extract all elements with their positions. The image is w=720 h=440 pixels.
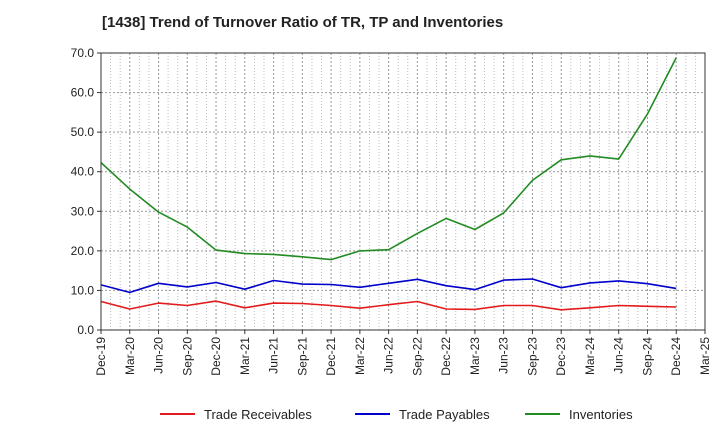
x-tick-label: Sep-24: [640, 337, 654, 376]
x-tick-label: Jun-24: [612, 337, 626, 374]
x-tick-label: Jun-20: [152, 337, 166, 374]
legend-label: Trade Payables: [399, 407, 490, 422]
x-tick-label: Jun-23: [497, 337, 511, 374]
series-lines: [100, 57, 677, 311]
x-tick-label: Mar-24: [583, 337, 597, 375]
chart-title: [1438] Trend of Turnover Ratio of TR, TP…: [102, 14, 504, 31]
y-tick-label: 70.0: [71, 46, 95, 60]
y-tick-label: 0.0: [77, 323, 94, 337]
y-tick-label: 20.0: [71, 244, 95, 258]
x-tick-label: Mar-22: [353, 337, 367, 375]
series-line-trade-receivables: [100, 300, 677, 311]
x-tick-label: Dec-19: [94, 337, 108, 376]
x-tick-label: Jun-22: [382, 337, 396, 374]
series-line-trade-payables: [100, 278, 677, 294]
legend-label: Inventories: [569, 407, 633, 422]
x-tick-label: Dec-23: [554, 337, 568, 376]
x-tick-label: Dec-24: [669, 337, 683, 376]
legend: Trade Receivables Trade Payables Inventori…: [160, 407, 633, 422]
x-tick-label: Mar-21: [238, 337, 252, 375]
x-axis: Dec-19 Mar-20 Jun-20 Sep-20 Dec-20 Mar-21 Jun-…: [94, 330, 712, 376]
x-tick-label: Dec-22: [439, 337, 453, 376]
y-tick-label: 40.0: [71, 165, 95, 179]
y-tick-label: 10.0: [71, 283, 95, 297]
x-tick-label: Mar-23: [468, 337, 482, 375]
y-tick-label: 50.0: [71, 125, 95, 139]
x-tick-label: Sep-21: [295, 337, 309, 376]
x-tick-label: Mar-20: [123, 337, 137, 375]
legend-label: Trade Receivables: [204, 407, 312, 422]
x-tick-label: Mar-25: [698, 337, 712, 375]
x-tick-label: Dec-21: [324, 337, 338, 376]
series-line-inventories: [100, 57, 677, 261]
y-axis: 0.0 10.0 20.0 30.0 40.0 50.0 60.0 70.0: [71, 46, 101, 337]
x-tick-label: Jun-21: [267, 337, 281, 374]
grid-lines: [101, 53, 705, 330]
y-tick-label: 60.0: [71, 86, 95, 100]
x-tick-label: Sep-20: [180, 337, 194, 376]
plot-frame: [100, 52, 706, 331]
x-tick-label: Dec-20: [209, 337, 223, 376]
y-tick-label: 30.0: [71, 204, 95, 218]
x-tick-label: Sep-22: [410, 337, 424, 376]
x-tick-label: Sep-23: [525, 337, 539, 376]
